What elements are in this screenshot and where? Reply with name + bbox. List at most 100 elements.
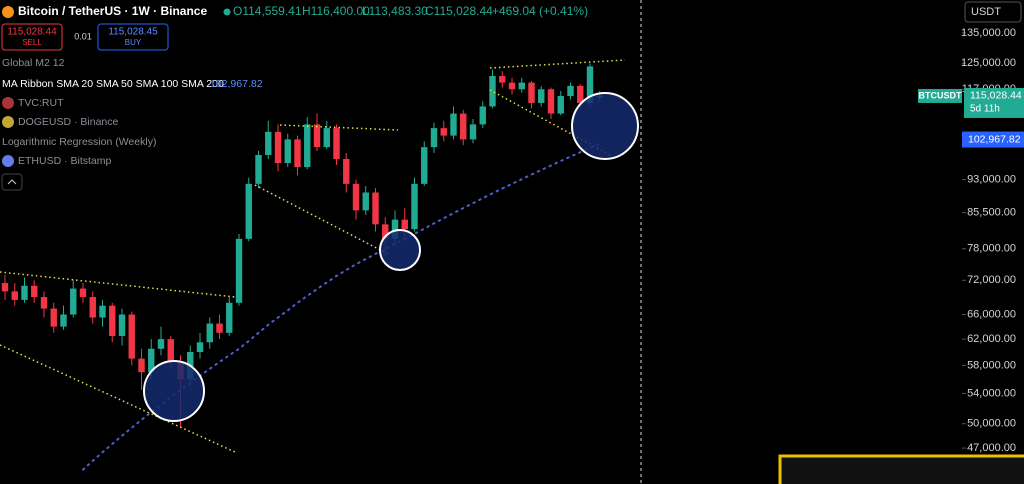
low: L113,483.30 [362, 4, 428, 18]
buy-label: BUY [125, 38, 142, 47]
y-tick-label: 50,000.00 [967, 418, 1016, 430]
candle-body [323, 128, 330, 148]
highlight-circle [143, 360, 205, 422]
countdown: 5d 11h [970, 104, 1000, 115]
last-price: 115,028.44 [970, 90, 1022, 102]
indicator[interactable]: DOGEUSD · Binance [18, 116, 119, 128]
candle-body [450, 113, 457, 136]
candle-body [157, 339, 165, 349]
candle-body [206, 323, 213, 343]
candle-body [421, 147, 428, 184]
candle-body [50, 308, 57, 327]
candle-body [343, 158, 350, 184]
highlights [143, 92, 639, 422]
candle-body [528, 82, 535, 103]
currency-select[interactable] [964, 1, 1022, 23]
candle-body [79, 288, 87, 298]
candle-body [547, 89, 555, 114]
candle-body [313, 124, 321, 148]
ma-price: 102,967.82 [968, 133, 1021, 145]
candle-body [362, 192, 369, 211]
buy-button[interactable] [97, 23, 169, 51]
legend: Bitcoin / TetherUS · 1W · Binance O114,5… [1, 4, 588, 191]
y-tick-label: 58,000.00 [967, 359, 1016, 371]
y-tick-label: 72,000.00 [967, 274, 1016, 286]
indicator-icon [2, 155, 14, 167]
candle-body [31, 285, 38, 298]
price-axis: USDT 135,000.00125,000.00117,000.0093,00… [918, 1, 1024, 454]
indicator-icon [2, 116, 14, 128]
candle-body [40, 297, 48, 309]
candle-body [577, 85, 584, 103]
candle-body [508, 82, 516, 90]
currency: USDT [971, 6, 1001, 18]
y-tick-label: 54,000.00 [967, 387, 1016, 399]
collapse-button[interactable] [1, 173, 23, 191]
y-tick-label: 93,000.00 [967, 173, 1016, 185]
y-tick-label: 47,000.00 [967, 442, 1016, 454]
candle-body [148, 348, 155, 373]
trendline [0, 271, 236, 298]
trendline [254, 184, 391, 256]
y-tick-label: 125,000.00 [961, 57, 1016, 69]
candle-body [21, 285, 28, 300]
candle-body [430, 128, 438, 148]
candle-body [352, 183, 360, 211]
candle-body [440, 128, 447, 136]
indicator[interactable]: ETHUSD · Bitstamp [18, 155, 112, 167]
indicator-value: 102,967.82 [210, 78, 263, 90]
candle-body [274, 131, 282, 164]
symbol[interactable]: Bitcoin / TetherUS · 1W · Binance [18, 4, 207, 18]
candle-body [518, 82, 525, 90]
candle-body [401, 219, 408, 230]
y-tick-label: 85,500.00 [967, 207, 1016, 219]
indicator[interactable]: Global M2 12 [2, 57, 65, 69]
candle-body [284, 139, 291, 164]
candle-body [567, 85, 574, 97]
sell-button[interactable] [1, 23, 63, 51]
candle-body [489, 76, 496, 107]
y-tick-label: 62,000.00 [967, 333, 1016, 345]
open: O114,559.41 [233, 4, 302, 18]
buy-price: 115,028.45 [108, 27, 158, 38]
candle-body [128, 314, 135, 359]
candle-body [499, 76, 506, 83]
quantity[interactable]: 0.01 [74, 31, 92, 41]
candle-body [469, 124, 477, 140]
candle-body [118, 314, 126, 336]
candle-body [255, 154, 262, 184]
indicator[interactable]: Logarithmic Regression (Weekly) [2, 136, 156, 148]
highlight-circle [571, 92, 639, 160]
ma-price-tag [962, 131, 1024, 148]
overlay-box [778, 454, 1024, 484]
candle-body [372, 192, 379, 225]
candle-body [304, 124, 311, 168]
candle-body [109, 305, 116, 336]
symbol-icon [2, 6, 14, 18]
candle-body [586, 66, 594, 103]
y-tick-label: 66,000.00 [967, 308, 1016, 320]
candle-body [167, 339, 174, 362]
candle-body [245, 183, 252, 239]
symbol-tag [918, 88, 962, 103]
symbol-tag-label: BTCUSDT [919, 90, 962, 100]
candle-body [89, 297, 96, 318]
status-dot [223, 8, 231, 16]
collapse-icon [7, 179, 17, 185]
candle-body [411, 183, 418, 230]
candle-body [557, 96, 564, 114]
candle-body [382, 224, 389, 239]
indicator[interactable]: TVC:RUT [18, 97, 64, 109]
candle-body [138, 358, 145, 373]
candle-body [1, 283, 9, 292]
indicator[interactable]: MA Ribbon SMA 20 SMA 50 SMA 100 SMA 200 [2, 78, 224, 90]
candle-body [479, 106, 486, 125]
close: C115,028.44 [425, 4, 493, 18]
sell-price: 115,028.44 [7, 27, 57, 38]
candle-body [265, 131, 272, 155]
candle-body [11, 291, 18, 300]
sell-label: SELL [22, 38, 42, 47]
last-price-tag [964, 87, 1024, 118]
